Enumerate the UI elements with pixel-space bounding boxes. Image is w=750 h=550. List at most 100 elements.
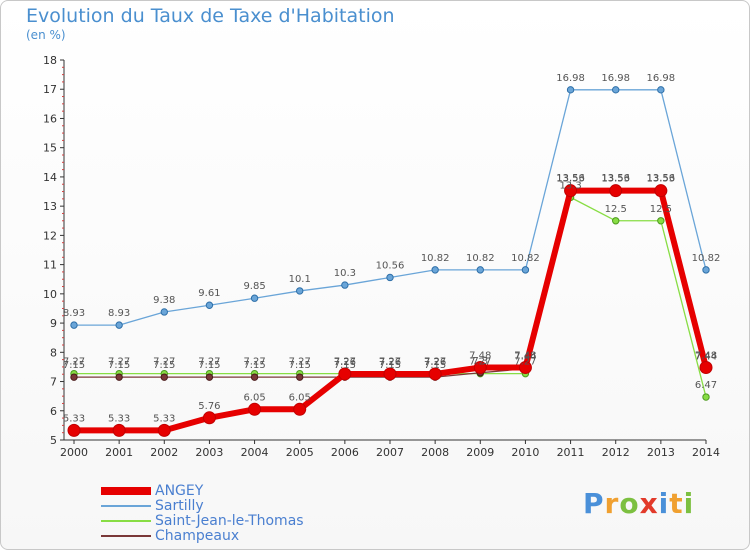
data-label-sartilly: 10.1 — [289, 274, 311, 285]
logo-letter: P — [583, 487, 605, 520]
x-tick-label: 2004 — [241, 446, 269, 459]
data-point-angey — [699, 361, 713, 375]
data-point-sartilly — [702, 266, 710, 274]
y-tick-label: 18 — [43, 54, 57, 67]
data-point-champeaux — [115, 373, 123, 381]
data-label-angey: 5.33 — [153, 413, 175, 424]
y-tick-label: 13 — [43, 200, 57, 213]
data-point-sartilly — [70, 321, 78, 329]
y-tick-label: 9 — [50, 317, 57, 330]
data-point-angey — [654, 184, 668, 198]
series-line-angey — [74, 187, 709, 434]
data-label-sartilly: 10.82 — [511, 253, 540, 264]
data-label-angey: 5.33 — [108, 413, 130, 424]
data-point-angey — [428, 367, 442, 381]
y-tick-label: 14 — [43, 171, 57, 184]
data-label-champeaux: 13.56 — [601, 173, 630, 184]
x-tick-label: 2012 — [602, 446, 630, 459]
data-point-sartilly — [205, 301, 214, 309]
data-label-saint-jean-le-thomas: 7.27 — [63, 357, 85, 368]
data-label-angey: 7.26 — [379, 357, 401, 368]
data-label-champeaux: 7.15 — [334, 360, 356, 371]
x-tick-label: 2001 — [105, 446, 133, 459]
data-label-champeaux: 7.15 — [198, 360, 220, 371]
data-label-sartilly: 9.38 — [153, 295, 175, 306]
legend-label: ANGEY — [155, 483, 204, 499]
data-label-angey: 6.05 — [289, 392, 311, 403]
y-tick-label: 17 — [43, 83, 57, 96]
data-label-saint-jean-le-thomas: 7.27 — [379, 357, 401, 368]
data-label-champeaux: 7.15 — [289, 360, 311, 371]
data-point-sartilly — [612, 86, 620, 94]
data-label-angey: 5.33 — [63, 413, 85, 424]
data-label-sartilly: 10.82 — [421, 253, 450, 264]
data-label-champeaux: 7.15 — [379, 360, 401, 371]
data-point-sartilly — [521, 266, 530, 274]
data-point-sartilly — [566, 86, 575, 94]
data-point-sartilly — [476, 266, 484, 274]
legend-label: Champeaux — [155, 528, 240, 544]
proxiti-logo: Proxiti — [583, 487, 694, 520]
data-point-angey — [67, 423, 81, 437]
data-label-saint-jean-le-thomas: 7.27 — [469, 357, 491, 368]
data-point-angey — [518, 361, 532, 375]
data-label-champeaux: 7.15 — [63, 360, 85, 371]
data-label-saint-jean-le-thomas: 7.27 — [334, 357, 356, 368]
logo-letter: i — [683, 487, 695, 520]
data-label-saint-jean-le-thomas: 7.27 — [198, 357, 220, 368]
y-tick-label: 7 — [50, 376, 57, 389]
data-label-angey: 13.53 — [556, 174, 585, 185]
data-label-champeaux: 7.15 — [243, 360, 265, 371]
data-label-saint-jean-le-thomas: 6.47 — [695, 380, 717, 391]
data-point-champeaux — [205, 373, 214, 381]
y-tick-label: 16 — [43, 112, 57, 125]
y-tick-label: 15 — [43, 142, 57, 155]
data-point-sartilly — [115, 321, 123, 329]
data-label-champeaux: 13.56 — [647, 173, 676, 184]
legend-label: Sartilly — [155, 498, 204, 514]
x-tick-label: 2005 — [286, 446, 314, 459]
data-label-angey: 7.48 — [469, 351, 491, 362]
data-label-angey: 7.48 — [695, 351, 717, 362]
x-tick-label: 2011 — [557, 446, 585, 459]
data-label-champeaux: 7.15 — [108, 360, 130, 371]
x-tick-label: 2006 — [331, 446, 359, 459]
data-label-angey: 13.53 — [601, 174, 630, 185]
y-tick-label: 6 — [50, 405, 57, 418]
legend-swatch — [101, 487, 151, 495]
logo-letter: r — [604, 487, 620, 520]
data-label-angey: 5.76 — [198, 401, 220, 412]
data-point-angey — [112, 423, 126, 437]
data-point-saint-jean-le-thomas — [612, 217, 620, 225]
chart-subtitle: (en %) — [26, 28, 66, 42]
data-label-saint-jean-le-thomas: 7.27 — [424, 357, 446, 368]
data-label-angey: 7.26 — [424, 357, 446, 368]
data-point-angey — [473, 361, 487, 375]
data-label-angey: 6.05 — [243, 392, 265, 403]
data-label-champeaux: 7.15 — [153, 360, 175, 371]
y-tick-label: 5 — [50, 434, 57, 447]
data-point-champeaux — [296, 373, 304, 381]
data-label-champeaux: 13.56 — [556, 173, 585, 184]
legend-label: Saint-Jean-le-Thomas — [155, 513, 304, 529]
data-label-sartilly: 9.61 — [198, 288, 220, 299]
legend-swatch — [101, 535, 151, 537]
data-label-angey: 7.48 — [514, 351, 536, 362]
data-point-saint-jean-le-thomas — [702, 393, 710, 401]
data-point-angey — [338, 367, 352, 381]
data-point-champeaux — [160, 373, 168, 381]
data-point-sartilly — [386, 273, 394, 282]
data-label-saint-jean-le-thomas: 12.5 — [650, 204, 672, 215]
data-label-saint-jean-le-thomas: 7.27 — [243, 357, 265, 368]
logo-letter: i — [658, 487, 670, 520]
data-point-saint-jean-le-thomas — [657, 217, 665, 225]
y-tick-label: 10 — [43, 288, 57, 301]
y-tick-label: 11 — [43, 259, 57, 272]
data-point-champeaux — [250, 373, 259, 381]
data-label-sartilly: 10.56 — [376, 260, 405, 271]
logo-letter: o — [619, 487, 640, 520]
data-label-saint-jean-le-thomas: 7.27 — [108, 357, 130, 368]
x-tick-label: 2009 — [466, 446, 494, 459]
